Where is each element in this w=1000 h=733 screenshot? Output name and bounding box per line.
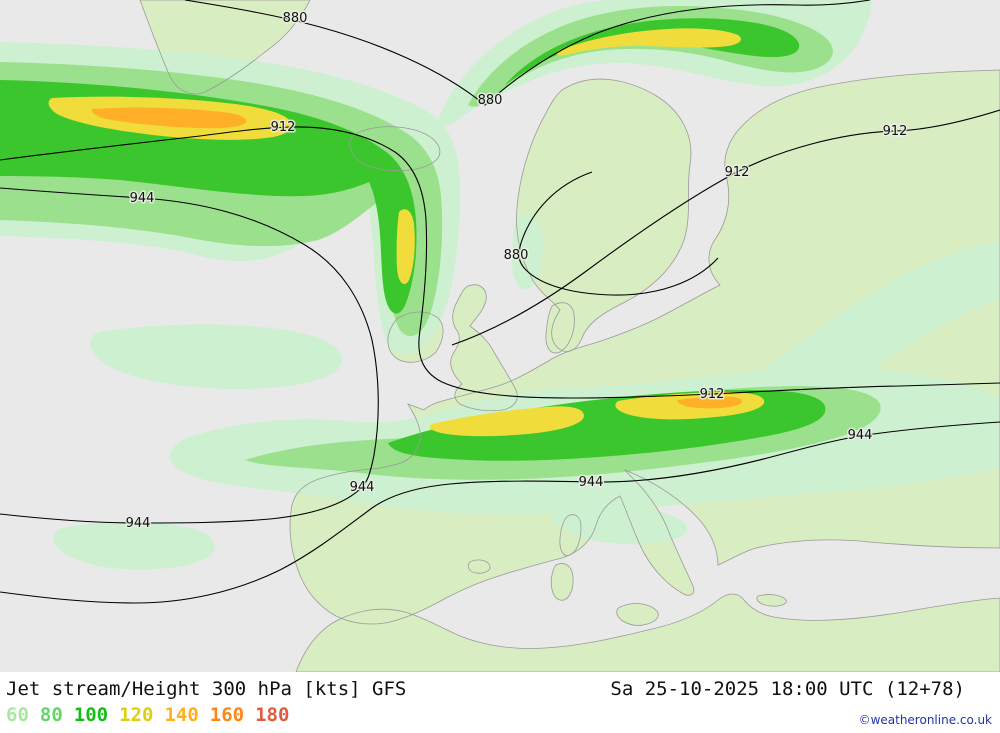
contour-label: 944 bbox=[579, 475, 604, 490]
jet-fill-60 bbox=[90, 324, 343, 389]
jet-fill-60 bbox=[552, 503, 688, 545]
scale-value: 60 bbox=[6, 704, 29, 726]
scale-value: 140 bbox=[164, 704, 199, 726]
contour-944 bbox=[0, 187, 379, 524]
contour-912 bbox=[0, 126, 1000, 399]
contour-labels: 880 880 880 912 912 912 912 944 944 944 944 944 bbox=[124, 10, 909, 533]
contour-label: 880 bbox=[283, 11, 308, 26]
contour-label: 944 bbox=[126, 516, 151, 531]
contour-label: 912 bbox=[883, 124, 908, 139]
jet-fill-120 bbox=[556, 28, 741, 56]
map-title: Jet stream/Height 300 hPa [kts] GFS bbox=[6, 678, 407, 700]
map-datetime: Sa 25-10-2025 18:00 UTC (12+78) bbox=[610, 678, 965, 700]
scale-value: 160 bbox=[209, 704, 245, 726]
copyright-link[interactable]: ©weatheronline.co.uk bbox=[858, 713, 992, 727]
contour-944 bbox=[0, 421, 1000, 604]
jet-fill-140 bbox=[677, 396, 743, 409]
jet-fill-60 bbox=[761, 241, 1000, 399]
contour-880 bbox=[518, 171, 719, 296]
contour-label: 944 bbox=[130, 191, 155, 206]
scale-value: 180 bbox=[255, 704, 290, 726]
contour-912 bbox=[451, 109, 1000, 346]
scale-row: 60 80 100 120 140 160 180 bbox=[6, 704, 300, 726]
contour-label: 944 bbox=[350, 480, 375, 495]
contour-label: 880 bbox=[478, 93, 503, 108]
jet-fill-120 bbox=[429, 406, 584, 437]
contour-label: 944 bbox=[848, 428, 873, 443]
jet-fill-60 bbox=[53, 522, 215, 570]
scale-value: 80 bbox=[39, 704, 63, 726]
contour-label: 912 bbox=[700, 387, 725, 402]
contour-label: 912 bbox=[271, 120, 296, 135]
height-contours bbox=[0, 0, 1000, 604]
contour-880 bbox=[184, 0, 871, 106]
map-footer: Jet stream/Height 300 hPa [kts] GFS Sa 2… bbox=[0, 672, 1000, 733]
jet-fill-100 bbox=[0, 80, 417, 314]
weather-map: 880 880 880 912 912 912 912 944 944 944 944 944 bbox=[0, 0, 1000, 673]
jet-region-140 bbox=[91, 107, 743, 409]
jet-fill-140 bbox=[91, 107, 247, 129]
jet-fill-60 bbox=[511, 214, 544, 290]
contour-label: 912 bbox=[725, 165, 750, 180]
jet-fill-120 bbox=[396, 209, 415, 284]
scale-value: 100 bbox=[73, 704, 109, 726]
map-area: 880 880 880 912 912 912 912 944 944 944 944 944 bbox=[0, 0, 1000, 673]
contour-label: 880 bbox=[504, 248, 529, 263]
scale-value: 120 bbox=[119, 704, 154, 726]
